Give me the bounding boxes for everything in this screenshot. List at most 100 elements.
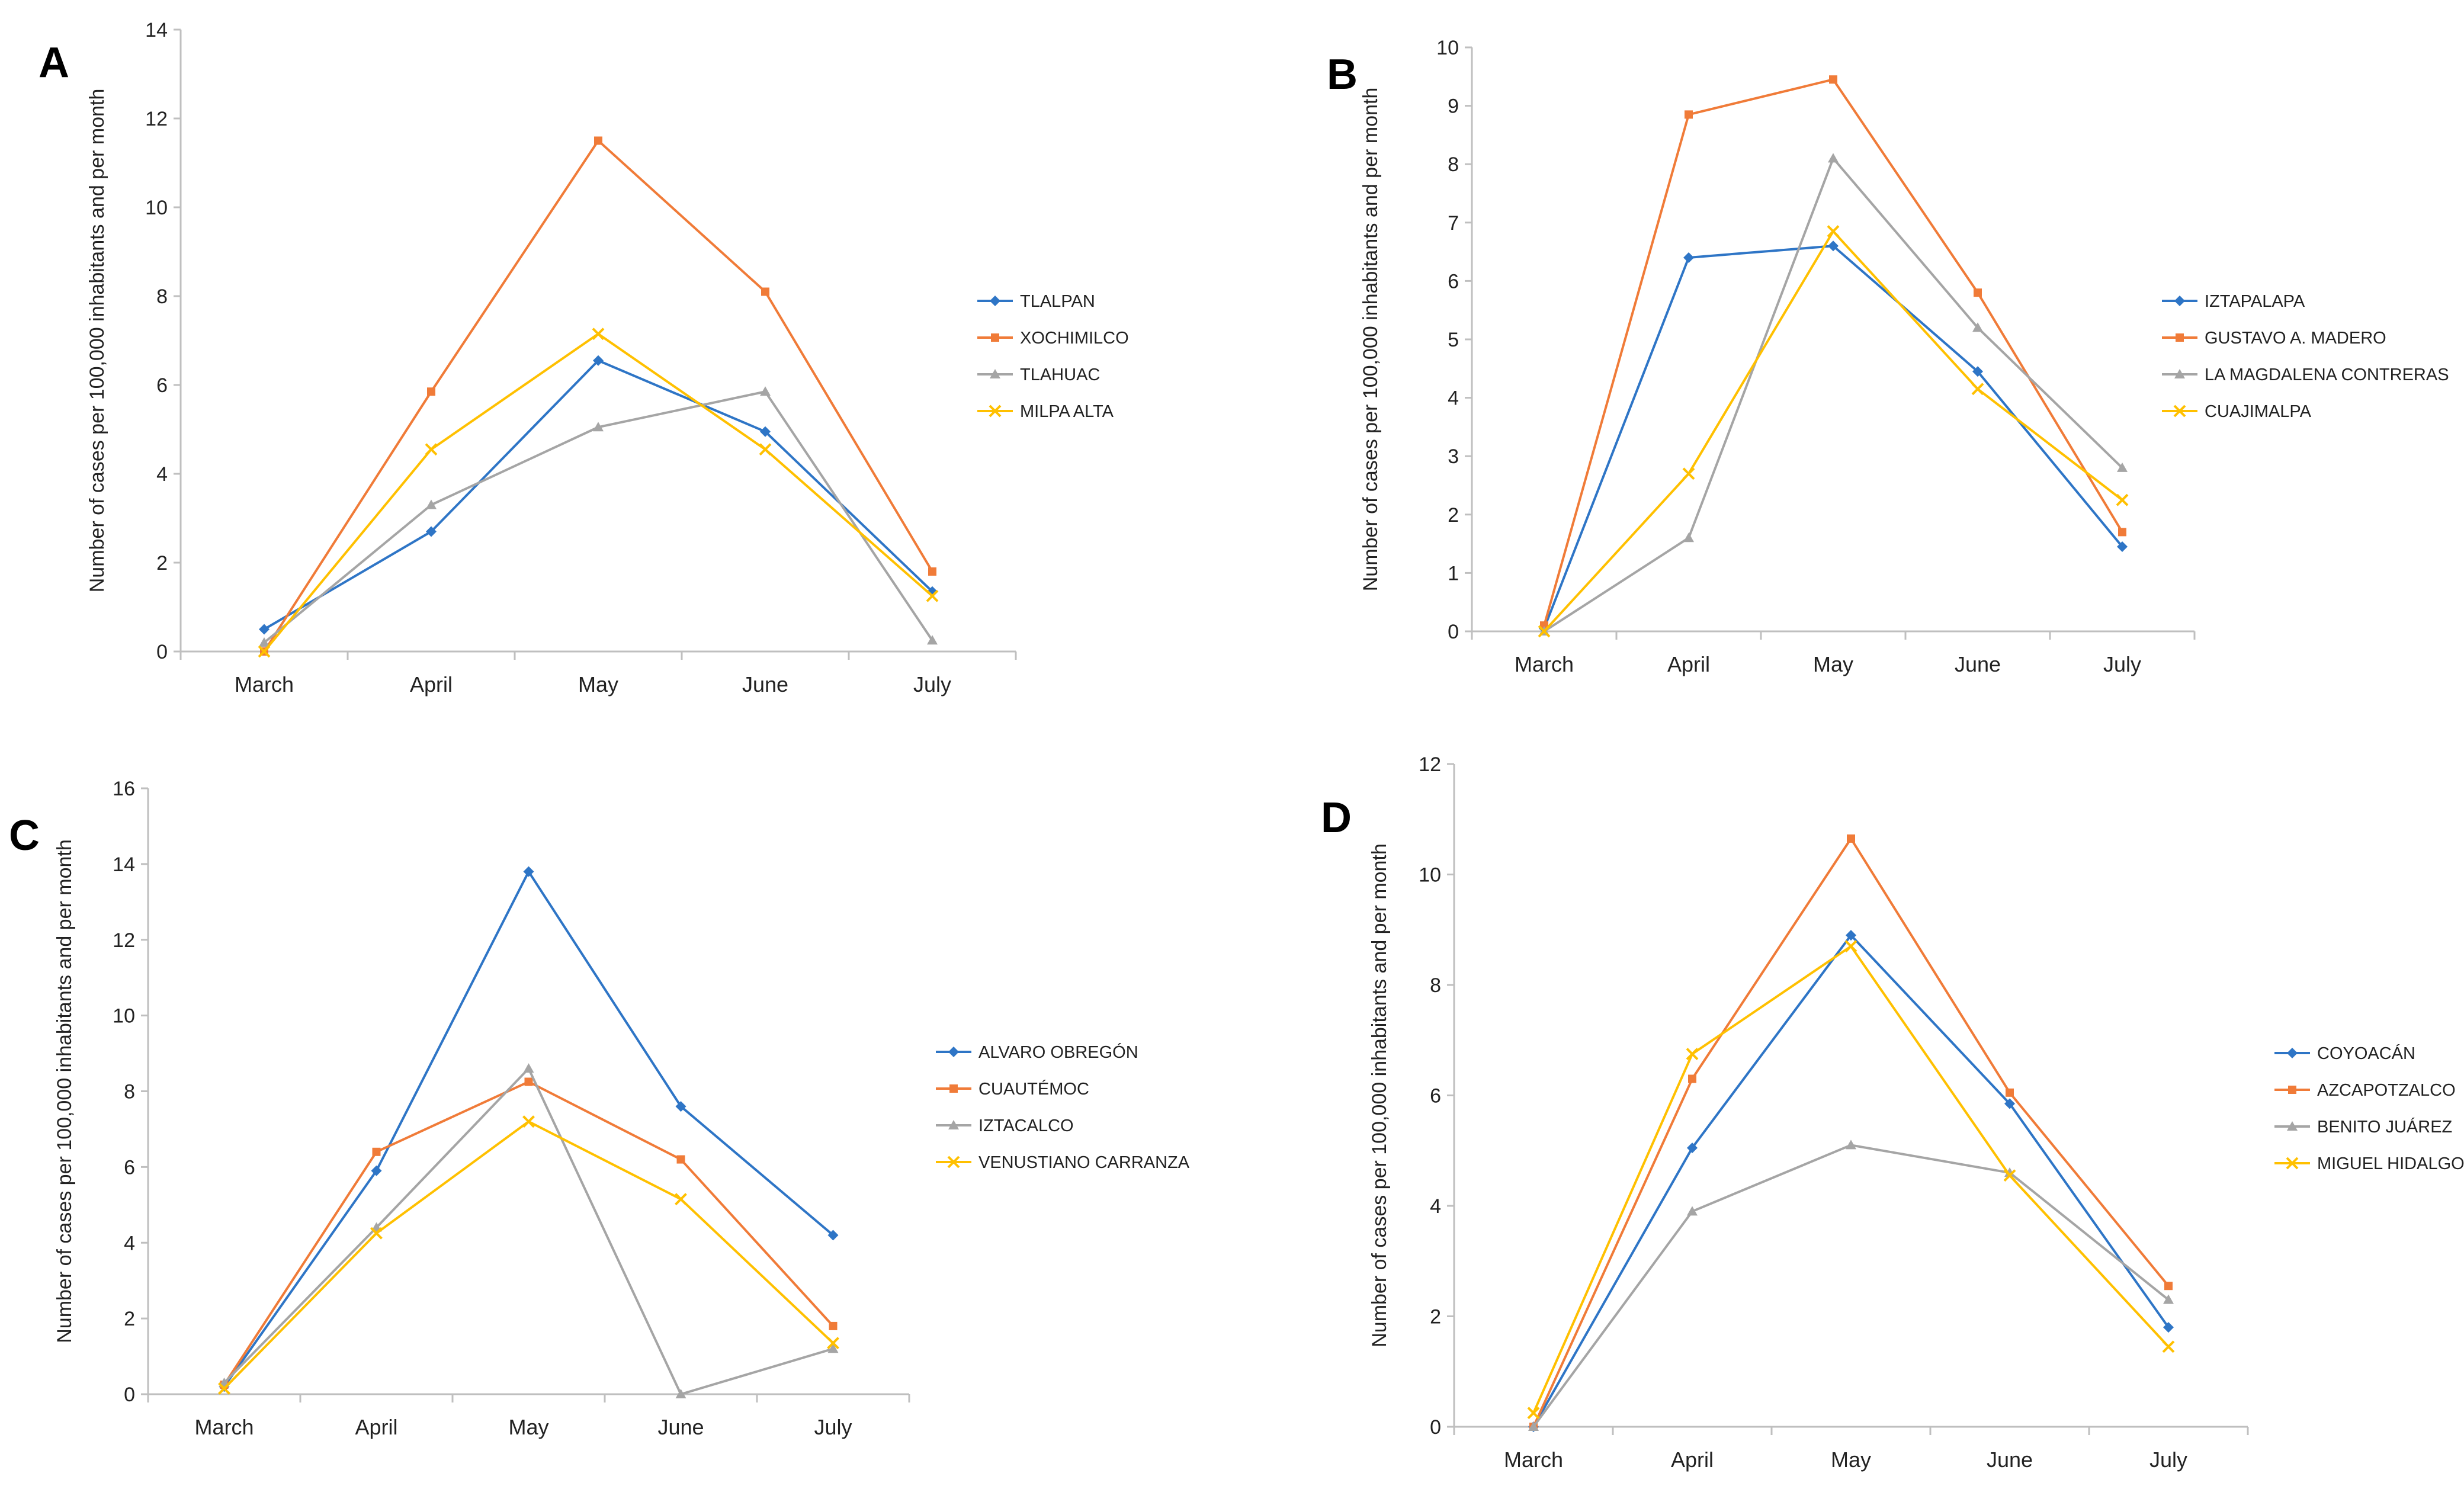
panel-a-series-tlalpan-point [426,526,437,537]
panel-a-letter: A [38,39,69,86]
panel-b-x-category-label: July [2103,652,2141,676]
panel-b-series-la-magdalena-contreras-line [1543,157,2123,633]
panel-c-y-tick-label: 14 [113,853,135,876]
panel-d-series-benito-ju-rez-point [1846,1140,1856,1150]
panel-d-series-coyoac-n-point [1687,1142,1698,1154]
panel-c-legend-cuaut-moc-label: CUAUTÉMOC [978,1079,1089,1099]
panel-d-series-miguel-hidalgo-point [1686,1048,1699,1060]
panel-a-x-category-label: May [578,672,618,697]
panel-c-series-venustiano-carranza-line [223,1120,834,1389]
panel-c-y-tick-label: 2 [124,1308,135,1330]
panel-c-series-cuaut-moc-point [676,1155,685,1164]
panel-d-y-tick-label: 4 [1430,1195,1441,1218]
panel-b-x-category-label: April [1667,652,1710,676]
panel-a-legend-tlalpan-label: TLALPAN [1020,292,1095,311]
panel-d-x-category-label: June [1987,1448,2033,1472]
panel-d-series-miguel-hidalgo-point [2003,1169,2016,1182]
panel-c-series-iztacalco-point [523,1063,534,1073]
panel-a-y-tick-label: 0 [156,641,168,663]
panel-c-series-iztacalco-line [223,1067,834,1395]
panel-c-y-tick-label: 12 [113,929,135,952]
panel-d-series-benito-ju-rez-point [2004,1167,2015,1177]
panel-d-chart: D 0 2 4 6 8 10 12 March April May June July Number of… [1321,753,2464,1472]
panel-b-y-tick-label: 9 [1448,95,1459,118]
panel-c-legend-venustiano-carranza-marker [947,1156,960,1169]
panel-d-series-coyoac-n-point [2004,1098,2015,1109]
panel-b-series-la-magdalena-contreras-point [1683,532,1694,543]
panel-a-legend-milpa-alta-label: MILPA ALTA [1020,402,1114,421]
panel-a-y-tick-label: 6 [156,374,168,397]
panel-b-series-cuajimalpa-point [1971,383,1984,396]
panel-c-letter: C [9,812,40,859]
panel-d-series-coyoac-n-line [1532,934,2170,1427]
panel-b-series-cuajimalpa-line [1543,230,2123,633]
panel-a-y-tick-label: 2 [156,552,168,574]
panel-d-legend-azcapotzalco-marker [2288,1086,2296,1094]
panel-c-legend-iztacalco-label: IZTACALCO [978,1116,1074,1135]
panel-c-x-category-label: July [814,1415,852,1439]
panel-c-series-alvaro-obreg-n-point [523,866,534,877]
panel-d-x-category-label: April [1671,1448,1714,1472]
panel-b-chart: B 0 1 2 3 4 5 6 7 8 9 10 March April May June July Number… [1327,37,2449,676]
panel-c-series-venustiano-carranza-point [675,1193,687,1206]
panel-c-series-alvaro-obreg-n-point [675,1101,686,1112]
panel-d-series-benito-ju-rez-point [2163,1294,2174,1304]
panel-d-y-axis-title: Number of cases per 100,000 inhabitants … [1368,843,1391,1347]
panel-b-letter: B [1327,51,1358,98]
panel-c-series-alvaro-obreg-n-point [827,1230,839,1241]
panel-d-series-azcapotzalco-line [1532,837,2170,1427]
panel-b-series-la-magdalena-contreras-point [2117,462,2128,472]
panel-a-series-tlahuac-point [927,635,938,645]
panel-c-legend-alvaro-obreg-n-marker [948,1047,959,1057]
panel-a-series-milpa-alta-point [926,589,939,602]
panel-b-legend-iztapalapa-label: IZTAPALAPA [2205,292,2305,311]
panel-a-series-xochimilco-line [263,139,933,653]
panel-a-x-category-label: April [410,672,453,697]
panel-c-y-tick-label: 6 [124,1156,135,1179]
panel-a-series-xochimilco-point [594,136,602,145]
panel-b-series-cuajimalpa-point [1538,625,1551,638]
panel-d-series-azcapotzalco-point [1847,834,1855,843]
panel-b-series-cuajimalpa-point [1682,467,1695,480]
panel-b-x-category-label: May [1813,652,1853,676]
panel-a-series-xochimilco-point [928,567,936,576]
panel-a-series-tlahuac-point [426,499,437,509]
panel-a-y-tick-label: 12 [145,108,168,130]
panel-d-x-category-label: March [1504,1448,1563,1472]
panel-d-legend-miguel-hidalgo-label: MIGUEL HIDALGO [2317,1154,2464,1173]
panel-d-series-coyoac-n-point [2163,1322,2174,1333]
panel-c-series-venustiano-carranza-point [370,1227,383,1240]
panel-b-y-tick-label: 6 [1448,270,1459,293]
panel-b-legend-cuajimalpa-marker [2173,405,2186,418]
panel-b-series-iztapalapa-line [1543,245,2123,629]
panel-d-series-miguel-hidalgo-point [1844,940,1857,953]
panel-a-series-xochimilco-point [427,387,435,396]
panel-d-series-miguel-hidalgo-point [1527,1407,1540,1420]
panel-a-series-milpa-alta-point [592,328,605,341]
panel-a-x-category-label: July [913,672,951,697]
panel-a-series-tlalpan-point [593,355,604,366]
panel-b-legend-iztapalapa-marker [2174,296,2185,306]
panel-c-x-category-label: March [194,1415,254,1439]
panel-c-series-cuaut-moc-point [524,1077,533,1086]
panel-a-legend-milpa-alta-marker [989,405,1002,418]
panel-d-y-tick-label: 6 [1430,1085,1441,1108]
panel-b-x-category-label: March [1515,652,1574,676]
panel-c-series-iztacalco-point [827,1343,839,1353]
panel-a-series-milpa-alta-point [258,645,271,658]
panel-b-x-category-label: June [1955,652,2001,676]
panel-c-x-category-label: May [508,1415,548,1439]
panel-b-series-gustavo-a-madero-point [1685,110,1693,119]
panel-b-series-la-magdalena-contreras-point [1828,153,1839,163]
panel-a-series-tlalpan-point [760,426,771,437]
panel-a-legend-xochimilco-marker [991,333,999,342]
panel-c-y-tick-label: 16 [113,778,135,800]
panel-c-series-cuaut-moc-line [223,1080,834,1386]
panel-b-y-tick-label: 7 [1448,212,1459,235]
panel-d-series-miguel-hidalgo-point [2162,1340,2175,1353]
panel-c-x-category-label: April [355,1415,397,1439]
panel-c-y-tick-label: 10 [113,1005,135,1028]
panel-b-y-tick-label: 10 [1436,37,1459,59]
panel-a-series-tlahuac-point [593,422,604,432]
